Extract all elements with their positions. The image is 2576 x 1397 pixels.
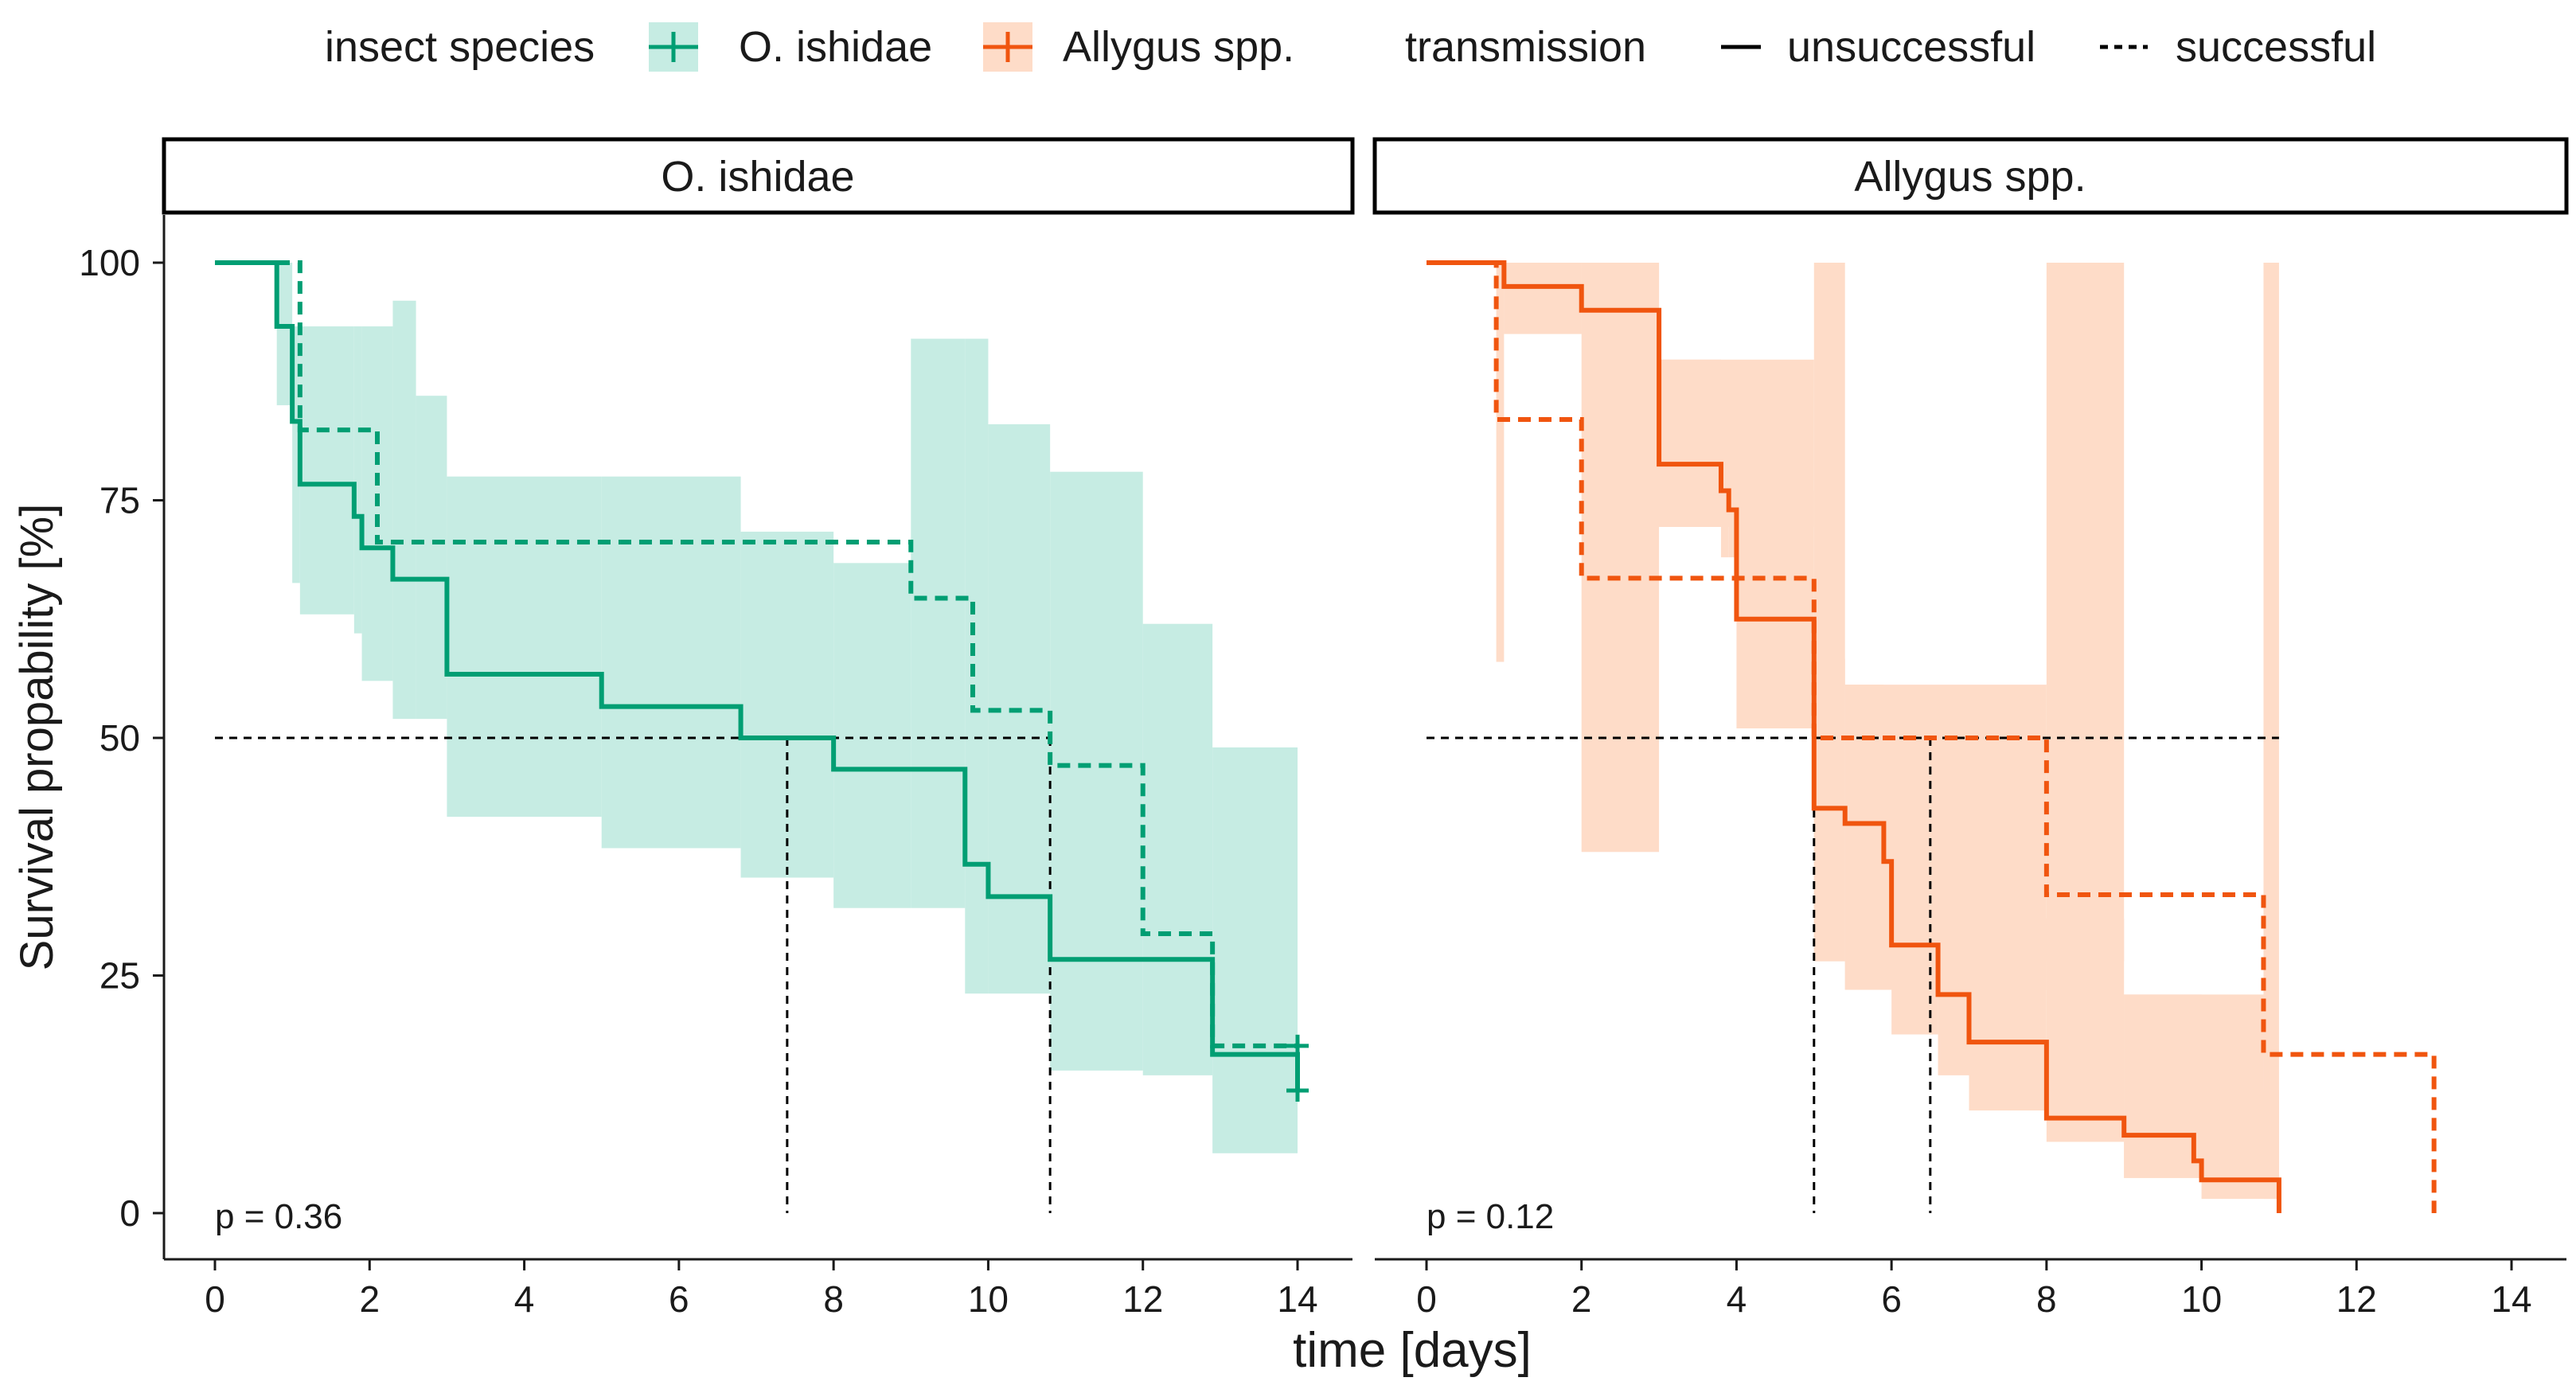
ribbon-successful-7 — [1844, 685, 2047, 990]
censor-mark-successful-0 — [1286, 1034, 1309, 1057]
pvalue-o-ishidae: p = 0.36 — [215, 1197, 342, 1236]
plot-area-o-ishidae — [215, 260, 1309, 1213]
x-tick-label-1-12: 12 — [2336, 1278, 2377, 1320]
x-tick-label-1-14: 14 — [2491, 1278, 2531, 1320]
x-tick-label-1-8: 8 — [2036, 1278, 2057, 1320]
legend-transmission-title: transmission — [1405, 23, 1646, 71]
ribbon-unsuccessful-2 — [292, 326, 300, 583]
x-tick-label-0-2: 2 — [359, 1278, 380, 1320]
ribbon-unsuccessful-17 — [1212, 747, 1298, 1153]
pvalue-allygus: p = 0.12 — [1427, 1197, 1554, 1236]
x-tick-label-0-6: 6 — [669, 1278, 689, 1320]
ribbon-unsuccessful-13 — [965, 338, 989, 994]
panel-o-ishidae: O. ishidae p = 0.36 — [162, 137, 1355, 1236]
ribbon-unsuccessful-6 — [1736, 490, 1814, 729]
legend-key-allygus — [983, 22, 1032, 72]
ribbon-unsuccessful-7 — [416, 396, 447, 720]
ribbon-unsuccessful-6 — [392, 300, 416, 720]
ribbon-unsuccessful-8 — [447, 476, 602, 818]
y-axis-label: Survival propability [%] — [11, 504, 63, 971]
y-tick-label-75: 75 — [100, 480, 140, 521]
legend-key-o-ishidae — [649, 22, 698, 72]
ribbon-successful-8 — [2046, 263, 2125, 962]
x-tick-label-0-12: 12 — [1122, 1278, 1163, 1320]
panel-title-allygus: Allygus spp. — [1854, 153, 2086, 201]
x-tick-label-1-6: 6 — [1881, 1278, 1902, 1320]
ribbon-unsuccessful-16 — [1142, 623, 1213, 1075]
panel-title-o-ishidae: O. ishidae — [661, 153, 854, 201]
ribbon-successful-5 — [1659, 359, 1814, 527]
legend: insect species O. ishidae Allygus spp. t… — [325, 22, 2376, 72]
x-axis-allygus: 0 2 4 6 8 10 12 14 — [1375, 1258, 2566, 1320]
panel-strip-o-ishidae — [162, 137, 1355, 215]
x-tick-label-0-10: 10 — [968, 1278, 1009, 1320]
ribbon-successful-3 — [1581, 263, 1660, 853]
x-tick-label-1-10: 10 — [2181, 1278, 2222, 1320]
x-tick-label-1-0: 0 — [1416, 1278, 1437, 1320]
ribbon-unsuccessful-12 — [911, 338, 966, 908]
y-tick-label-0: 0 — [119, 1192, 140, 1234]
survival-curve-unsuccessful — [1427, 260, 2281, 1213]
x-tick-label-0-8: 8 — [823, 1278, 844, 1320]
y-axis: 0 25 50 75 100 — [79, 215, 166, 1259]
ribbon-unsuccessful-11 — [833, 563, 911, 908]
survival-curve-successful — [215, 260, 1298, 1048]
legend-label-o-ishidae: O. ishidae — [739, 23, 932, 71]
y-tick-label-25: 25 — [100, 955, 140, 997]
ribbon-unsuccessful-3 — [299, 326, 354, 615]
panel-strip-allygus — [1372, 137, 2569, 215]
legend-label-allygus: Allygus spp. — [1063, 23, 1294, 71]
x-tick-label-1-4: 4 — [1727, 1278, 1747, 1320]
x-axis-label: time [days] — [1293, 1323, 1532, 1378]
ribbon-unsuccessful-4 — [353, 326, 362, 634]
ribbon-successful-10 — [2263, 263, 2279, 1200]
plot-area-allygus — [1427, 260, 2437, 1213]
legend-label-unsuccessful: unsuccessful — [1787, 23, 2035, 71]
legend-label-successful: successful — [2176, 23, 2376, 71]
censor-mark-unsuccessful-0 — [1286, 1079, 1309, 1102]
x-tick-label-0-4: 4 — [514, 1278, 535, 1320]
survival-curve-unsuccessful — [215, 260, 1300, 1091]
x-tick-label-1-2: 2 — [1571, 1278, 1592, 1320]
y-tick-label-50: 50 — [100, 717, 140, 759]
panel-allygus: Allygus spp. p = 0.12 — [1372, 137, 2569, 1236]
ribbon-unsuccessful-10 — [740, 531, 834, 878]
ribbon-successful-2 — [1504, 263, 1582, 334]
legend-species-title: insect species — [325, 23, 595, 71]
x-tick-label-0-14: 14 — [1277, 1278, 1317, 1320]
x-axis-o-ishidae: 0 2 4 6 8 10 12 14 — [164, 1258, 1352, 1320]
ribbon-successful-6 — [1813, 263, 1845, 962]
y-tick-label-100: 100 — [79, 242, 140, 283]
ribbon-unsuccessful-1 — [276, 263, 293, 406]
x-tick-label-0-0: 0 — [205, 1278, 225, 1320]
ribbon-unsuccessful-15 — [1050, 471, 1143, 1071]
ribbon-unsuccessful-9 — [601, 476, 741, 849]
ribbon-successful-1 — [1496, 263, 1505, 662]
